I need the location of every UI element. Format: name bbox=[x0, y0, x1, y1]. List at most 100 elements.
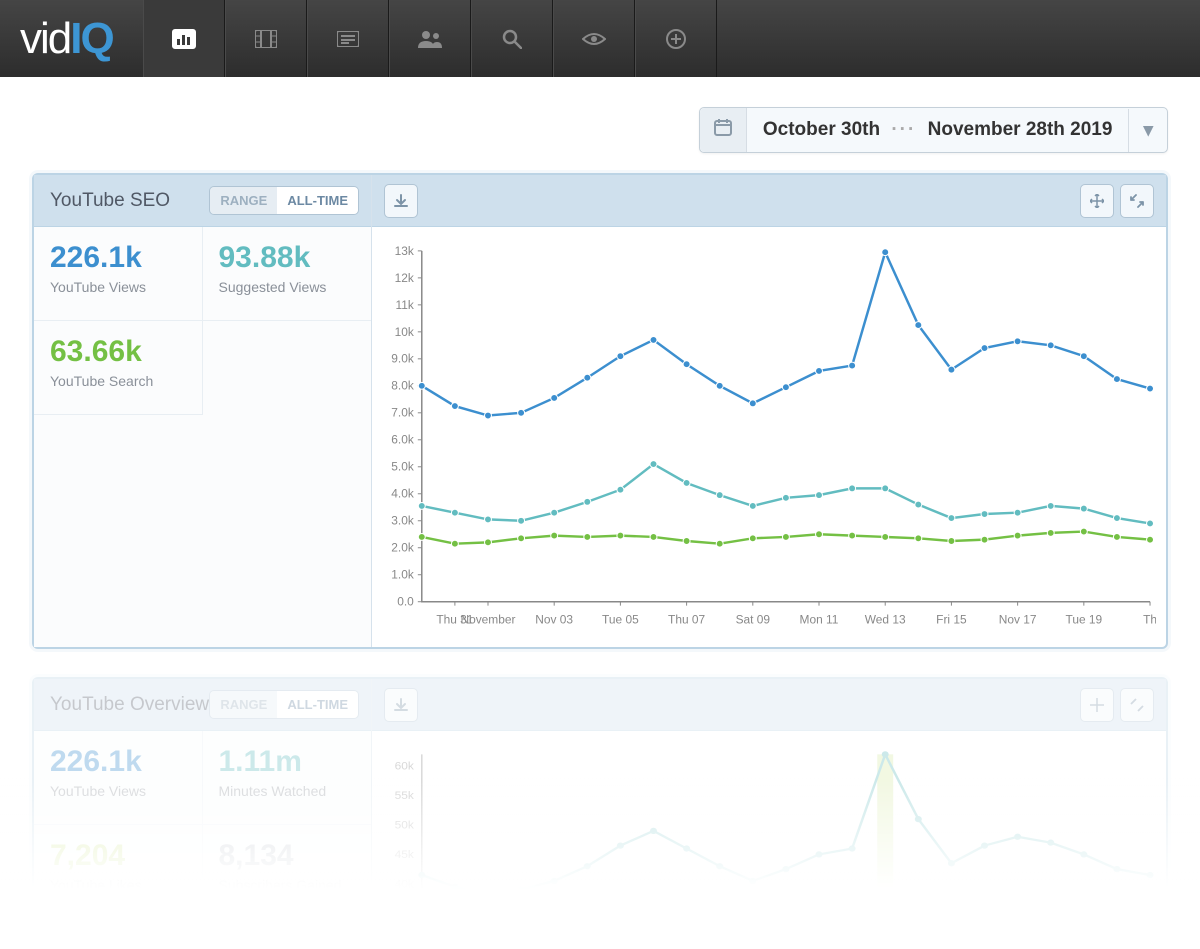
users-icon bbox=[417, 30, 443, 48]
toggle-alltime[interactable]: ALL-TIME bbox=[277, 187, 358, 214]
date-start: October 30th bbox=[763, 119, 880, 140]
seo-range-toggle: RANGE ALL-TIME bbox=[209, 186, 359, 215]
panel-overview-header: YouTube Overview RANGE ALL-TIME bbox=[34, 679, 371, 731]
toggle-alltime-2[interactable]: ALL-TIME bbox=[277, 691, 358, 718]
logo-part2: IQ bbox=[70, 14, 112, 64]
metric-card[interactable]: 8,134 Subscribers Gained bbox=[203, 825, 372, 919]
svg-text:45k: 45k bbox=[395, 850, 415, 861]
metric-value: 1.11m bbox=[219, 747, 356, 777]
nav-add[interactable] bbox=[635, 0, 717, 77]
date-range-picker[interactable]: October 30th ··· November 28th 2019 ▾ bbox=[699, 107, 1168, 153]
dashboard-icon bbox=[172, 29, 196, 49]
svg-text:November: November bbox=[461, 612, 516, 626]
date-range-text: October 30th ··· November 28th 2019 bbox=[747, 109, 1129, 151]
collapse-icon bbox=[1130, 698, 1144, 712]
nav-users[interactable] bbox=[389, 0, 471, 77]
panel-youtube-overview: YouTube Overview RANGE ALL-TIME 226.1k Yo… bbox=[32, 677, 1168, 921]
metric-value: 226.1k bbox=[50, 747, 186, 777]
metric-card[interactable]: 226.1k YouTube Views bbox=[34, 227, 203, 321]
metric-value: 63.66k bbox=[50, 337, 186, 367]
metric-card[interactable]: 226.1k YouTube Views bbox=[34, 731, 203, 825]
svg-text:0.0: 0.0 bbox=[397, 595, 414, 609]
metric-label: YouTube Views bbox=[50, 279, 186, 295]
download-icon bbox=[394, 698, 408, 712]
metric-card[interactable]: 7,204 YouTube Likes bbox=[34, 825, 203, 919]
metric-label: Suggested Views bbox=[219, 279, 356, 295]
metric-label: Subscribers Gained bbox=[219, 877, 356, 893]
svg-text:Tue 05: Tue 05 bbox=[602, 612, 639, 626]
panel-seo-title: YouTube SEO bbox=[50, 190, 170, 212]
toggle-range-2[interactable]: RANGE bbox=[210, 691, 277, 718]
calendar-icon bbox=[700, 108, 747, 152]
panel-overview-title: YouTube Overview bbox=[50, 694, 209, 716]
nav-dashboard[interactable] bbox=[143, 0, 225, 77]
nav-watch[interactable] bbox=[553, 0, 635, 77]
panel-seo-header: YouTube SEO RANGE ALL-TIME bbox=[34, 175, 371, 227]
move-icon bbox=[1090, 194, 1104, 208]
svg-text:Tue 19: Tue 19 bbox=[1065, 612, 1102, 626]
svg-text:2.0k: 2.0k bbox=[391, 541, 414, 555]
search-icon bbox=[502, 29, 522, 49]
move-button-2[interactable] bbox=[1080, 688, 1114, 722]
download-icon bbox=[394, 194, 408, 208]
svg-text:50k: 50k bbox=[395, 820, 415, 831]
svg-text:Th: Th bbox=[1143, 612, 1156, 626]
svg-text:9.0k: 9.0k bbox=[391, 352, 414, 366]
metric-label: YouTube Views bbox=[50, 783, 186, 799]
metric-value: 7,204 bbox=[50, 841, 186, 871]
collapse-icon bbox=[1130, 194, 1144, 208]
metric-card[interactable]: 93.88k Suggested Views bbox=[203, 227, 372, 321]
svg-text:Fri 15: Fri 15 bbox=[936, 612, 967, 626]
chevron-down-icon[interactable]: ▾ bbox=[1128, 109, 1167, 152]
svg-text:Wed 13: Wed 13 bbox=[865, 612, 906, 626]
toggle-range[interactable]: RANGE bbox=[210, 187, 277, 214]
nav-videos[interactable] bbox=[225, 0, 307, 77]
overview-chart: 40k45k50k55k60k bbox=[372, 731, 1166, 911]
panel-seo-left: YouTube SEO RANGE ALL-TIME 226.1k YouTube… bbox=[34, 175, 372, 647]
logo[interactable]: vid IQ bbox=[20, 14, 113, 64]
metric-card[interactable]: 63.66k YouTube Search bbox=[34, 321, 203, 415]
date-separator: ··· bbox=[891, 119, 916, 140]
panel-seo-right-header bbox=[372, 175, 1166, 227]
svg-text:7.0k: 7.0k bbox=[391, 406, 414, 420]
svg-text:1.0k: 1.0k bbox=[391, 568, 414, 582]
seo-metrics: 226.1k YouTube Views 93.88k Suggested Views… bbox=[34, 227, 371, 415]
navbar: vid IQ bbox=[0, 0, 1200, 77]
svg-text:12k: 12k bbox=[395, 271, 414, 285]
metric-card[interactable]: 1.11mMinutes Watched bbox=[203, 731, 372, 825]
svg-text:5.0k: 5.0k bbox=[391, 460, 414, 474]
svg-text:8.0k: 8.0k bbox=[391, 379, 414, 393]
move-button[interactable] bbox=[1080, 184, 1114, 218]
panel-seo-right: 0.01.0k2.0k3.0k4.0k5.0k6.0k7.0k8.0k9.0k1… bbox=[372, 175, 1166, 647]
svg-text:4.0k: 4.0k bbox=[391, 487, 414, 501]
nav-search[interactable] bbox=[471, 0, 553, 77]
svg-text:55k: 55k bbox=[395, 791, 415, 802]
list-icon bbox=[337, 31, 359, 47]
metric-label: YouTube Search bbox=[50, 373, 186, 389]
metric-value: 226.1k bbox=[50, 243, 186, 273]
overview-metrics: 226.1kYouTube Views1.11mMinutes Watched7… bbox=[34, 731, 371, 919]
svg-text:3.0k: 3.0k bbox=[391, 514, 414, 528]
svg-text:Sat 09: Sat 09 bbox=[736, 612, 771, 626]
video-icon bbox=[255, 30, 277, 48]
date-bar: October 30th ··· November 28th 2019 ▾ bbox=[0, 77, 1200, 173]
nav-list[interactable] bbox=[307, 0, 389, 77]
panel-overview-right-header bbox=[372, 679, 1166, 731]
collapse-button[interactable] bbox=[1120, 184, 1154, 218]
eye-icon bbox=[582, 31, 606, 47]
metric-value: 93.88k bbox=[219, 243, 356, 273]
seo-chart: 0.01.0k2.0k3.0k4.0k5.0k6.0k7.0k8.0k9.0k1… bbox=[372, 227, 1166, 647]
metric-label: YouTube Likes bbox=[50, 877, 186, 893]
svg-text:13k: 13k bbox=[395, 245, 414, 258]
collapse-button-2[interactable] bbox=[1120, 688, 1154, 722]
svg-text:Nov 03: Nov 03 bbox=[535, 612, 573, 626]
svg-text:Nov 17: Nov 17 bbox=[999, 612, 1037, 626]
download-button-2[interactable] bbox=[384, 688, 418, 722]
date-end: November 28th 2019 bbox=[928, 119, 1113, 140]
download-button[interactable] bbox=[384, 184, 418, 218]
svg-text:10k: 10k bbox=[395, 325, 414, 339]
overview-range-toggle: RANGE ALL-TIME bbox=[209, 690, 359, 719]
panel-youtube-seo: YouTube SEO RANGE ALL-TIME 226.1k YouTube… bbox=[32, 173, 1168, 649]
logo-part1: vid bbox=[20, 14, 70, 64]
metric-value: 8,134 bbox=[219, 841, 356, 871]
